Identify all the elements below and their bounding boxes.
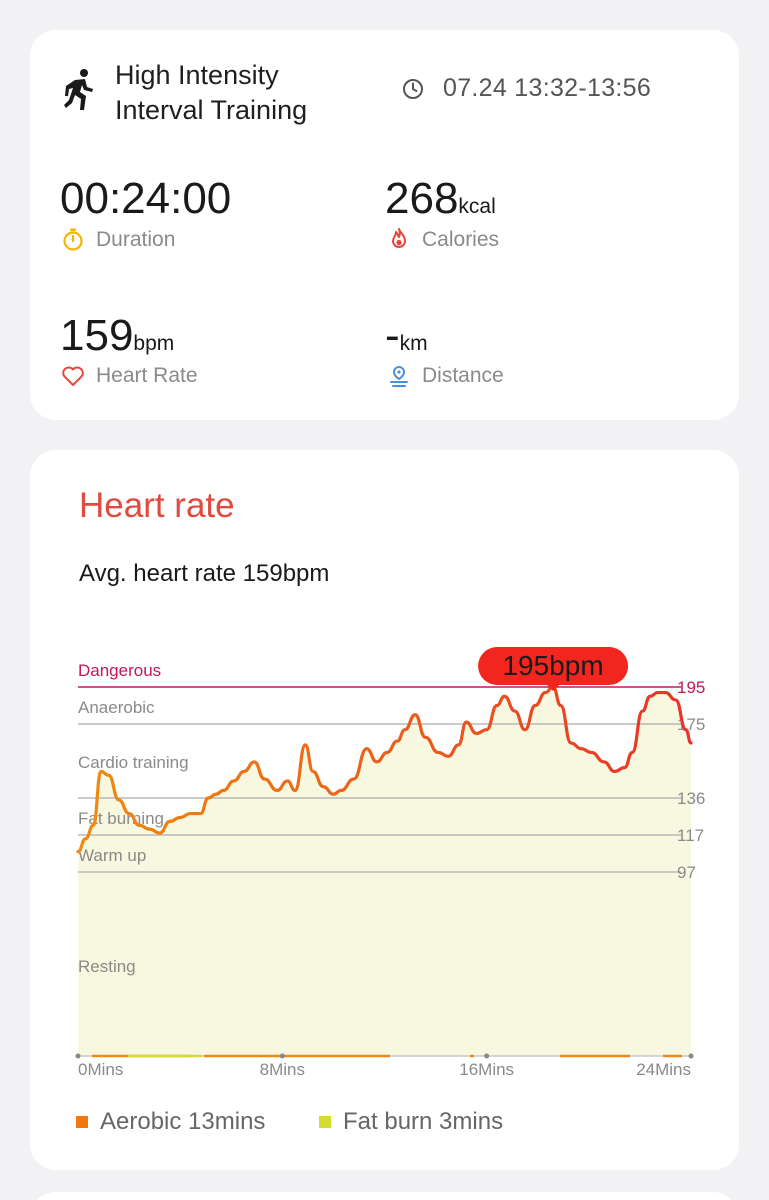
x-axis-tick [484, 1053, 490, 1059]
zone-label: Dangerous [78, 661, 161, 680]
threshold-label: 117 [677, 826, 704, 845]
x-axis-tick [688, 1053, 694, 1059]
heart-rate-metric: 159bpm [60, 312, 174, 360]
threshold-label: 195 [677, 678, 705, 697]
legend-fat-burn: Fat burn 3mins [319, 1108, 503, 1136]
legend-aerobic-label: Aerobic 13mins [100, 1108, 266, 1135]
legend-fat-burn-label: Fat burn 3mins [343, 1108, 504, 1135]
workout-title-line1: High Intensity [115, 60, 279, 90]
location-pin-icon [390, 365, 408, 387]
zone-threshold-lines [78, 686, 681, 873]
heart-rate-series-line [76, 685, 693, 854]
distance-metric: -km [385, 312, 428, 360]
zone-label: Resting [78, 957, 136, 976]
peak-badge-pointer [546, 684, 561, 691]
duration-label: Duration [96, 228, 176, 251]
workout-title: High Intensity Interval Training [115, 58, 307, 128]
flame-icon [392, 228, 406, 248]
x-axis-label: 0Mins [78, 1060, 123, 1079]
calories-metric: 268kcal [385, 175, 496, 223]
peak-marker: 195bpm [478, 647, 629, 691]
zone-label: Fat burning [78, 809, 164, 828]
clock-icon [403, 79, 423, 99]
x-axis-label: 24Mins [636, 1060, 691, 1079]
zone-label: Anaerobic [78, 698, 155, 717]
heart-rate-label: Heart Rate [96, 364, 198, 387]
next-card-peek [30, 1192, 739, 1200]
x-axis-label: 16Mins [459, 1060, 514, 1079]
heart-rate-card: Heart rate Avg. heart rate 159bpm Danger… [30, 450, 739, 1170]
heart-rate-chart: Dangerous Anaerobic Cardio training Fat bur… [75, 647, 705, 1079]
workout-time-range: 07.24 13:32-13:56 [443, 74, 652, 102]
distance-unit: km [399, 332, 428, 355]
x-axis-label: 8Mins [260, 1060, 305, 1079]
distance-value: - [385, 311, 400, 360]
threshold-label: 136 [677, 789, 705, 808]
heart-rate-section-title: Heart rate [79, 486, 235, 525]
zone-label: Cardio training [78, 753, 189, 772]
heart-rate-unit: bpm [133, 332, 175, 355]
x-axis-tick [75, 1053, 81, 1059]
average-heart-rate: Avg. heart rate 159bpm [79, 560, 330, 587]
workout-title-line2: Interval Training [115, 95, 308, 125]
legend-aerobic-swatch [76, 1116, 88, 1128]
calories-unit: kcal [458, 195, 496, 218]
heart-rate-value: 159 [60, 311, 134, 360]
zone-label: Warm up [78, 846, 146, 865]
calories-label: Calories [422, 228, 500, 251]
legend-aerobic: Aerobic 13mins [76, 1108, 265, 1136]
x-axis: 0Mins 8Mins 16Mins 24Mins [75, 1053, 694, 1079]
legend-fat-burn-swatch [319, 1116, 331, 1128]
peak-badge [478, 647, 629, 685]
peak-label: 195bpm [502, 650, 603, 681]
x-axis-tick [279, 1053, 285, 1059]
workout-summary-card: High Intensity Interval Training 07.24 1… [30, 30, 739, 420]
duration-value: 00:24:00 [60, 174, 232, 223]
zone-labels: Dangerous Anaerobic Cardio training Fat bur… [78, 661, 189, 976]
heart-rate-line [76, 685, 693, 854]
threshold-label: 97 [677, 863, 696, 882]
running-figure-icon [64, 69, 93, 110]
calories-value: 268 [385, 174, 459, 223]
distance-label: Distance [422, 364, 504, 387]
stopwatch-icon [63, 228, 83, 251]
heart-icon [62, 366, 84, 386]
